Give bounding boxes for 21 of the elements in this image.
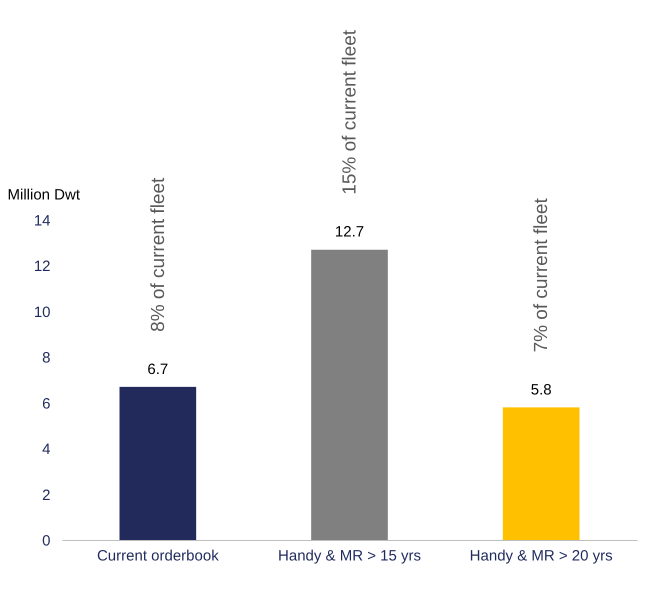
x-tick-label: Handy & MR > 20 yrs [470,548,613,564]
bar [120,386,196,540]
y-tick-label: 8 [42,350,50,367]
y-tick-label: 14 [34,212,50,230]
y-axis-title: Million Dwt [8,186,81,204]
bar [311,250,388,540]
bar [502,407,580,540]
y-tick-label: 0 [42,532,50,550]
y-tick-label: 2 [42,486,50,504]
data-label: 6.7 [147,360,168,378]
annotation: 7% of current fleet [531,198,552,352]
data-label: 12.7 [334,224,364,241]
y-tick-label: 10 [34,304,50,321]
y-tick-label: 12 [34,258,50,276]
y-tick-label: 4 [42,441,50,458]
annotation: 8% of current fleet [148,176,169,332]
data-label: 5.8 [530,381,552,398]
x-tick-label: Handy & MR > 15 yrs [278,548,421,564]
x-tick-label: Current orderbook [96,548,220,564]
y-tick-label: 6 [42,395,50,412]
annotation: 15% of current fleet [340,29,360,195]
